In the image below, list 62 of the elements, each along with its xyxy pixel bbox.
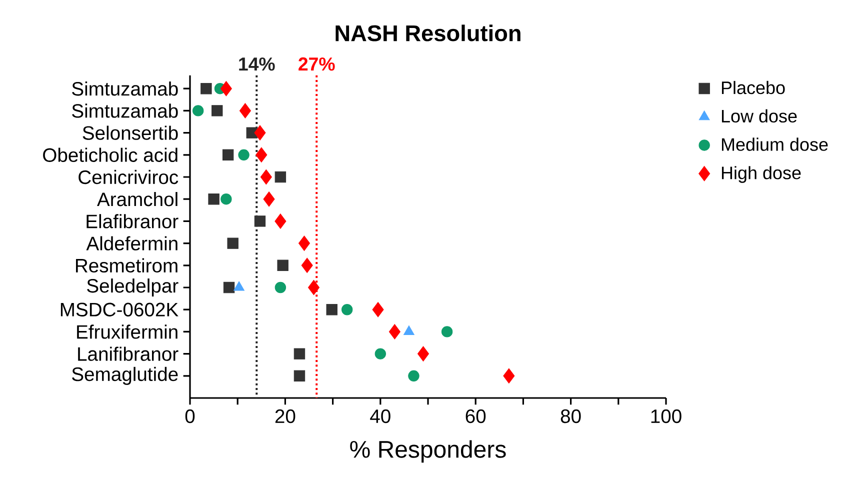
point — [294, 348, 306, 360]
point — [274, 171, 286, 183]
x-tick-label: 40 — [370, 409, 390, 424]
x-tick-label: 0 — [185, 409, 195, 424]
y-tick-label: Aldefermin — [86, 236, 178, 250]
point — [374, 348, 386, 360]
point — [388, 324, 400, 340]
point — [301, 258, 313, 274]
point — [208, 194, 220, 205]
point — [308, 280, 320, 296]
ref-line-label: 14% — [239, 57, 275, 71]
y-tick-label: Simtuzamab — [72, 104, 178, 118]
point — [274, 214, 286, 229]
y-tick-label: Resmetirom — [76, 258, 178, 272]
point — [441, 326, 453, 338]
point — [212, 105, 223, 116]
legend-label: Placebo — [722, 80, 785, 94]
x-tick-label: 80 — [560, 409, 581, 424]
chart-title: NASH Resolution — [336, 24, 520, 42]
point — [277, 260, 288, 272]
y-tick-label: Cenicriviroc — [78, 170, 178, 184]
ref-line-label: 27% — [298, 57, 335, 71]
point — [263, 191, 275, 207]
point — [326, 304, 338, 316]
y-tick-label: Aramchol — [97, 192, 178, 206]
legend-label: Low dose — [722, 109, 797, 123]
y-tick-label: Efruxifermin — [77, 324, 178, 339]
point — [222, 149, 234, 161]
point — [220, 80, 232, 96]
y-tick-label: Lanifibranor — [78, 346, 178, 361]
point — [254, 125, 266, 140]
point — [341, 304, 353, 316]
y-tick-label: Selonsertib — [82, 126, 178, 140]
point — [298, 236, 310, 251]
x-tick-label: 60 — [466, 409, 486, 424]
point — [254, 216, 266, 227]
point — [220, 194, 232, 205]
point — [260, 169, 272, 185]
legend-label: Medium dose — [722, 138, 828, 151]
y-tick-label: Elafibranor — [86, 214, 178, 228]
point — [223, 282, 235, 294]
y-tick-label: Obeticholic acid — [43, 148, 178, 162]
point — [227, 238, 238, 249]
point — [192, 105, 204, 116]
x-tick-label: 20 — [275, 409, 296, 424]
x-tick-label: 100 — [651, 409, 682, 424]
point — [238, 149, 250, 161]
point — [256, 147, 268, 163]
y-tick-label: Seledelpar — [87, 278, 178, 297]
y-tick-label: Semaglutide — [72, 366, 178, 385]
y-tick-label: Simtuzamab — [72, 82, 178, 96]
point — [372, 302, 384, 318]
point — [239, 103, 251, 118]
point — [408, 370, 420, 382]
legend-label: High dose — [722, 166, 801, 183]
point — [417, 346, 430, 362]
point — [200, 83, 212, 94]
point — [503, 368, 515, 384]
y-tick-label: MSDC-0602K — [60, 302, 178, 316]
x-axis-title: % Responders — [350, 440, 506, 463]
point — [294, 370, 306, 382]
point — [274, 282, 286, 294]
